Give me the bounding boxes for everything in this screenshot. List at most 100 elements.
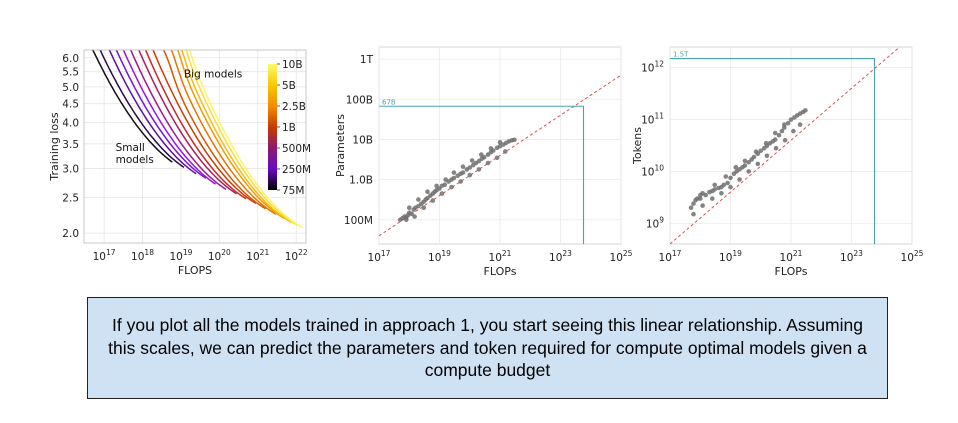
data-point — [782, 122, 787, 127]
projection-line — [379, 105, 585, 244]
y-tick-label: 10B — [352, 134, 373, 146]
y-axis-label: Tokens — [631, 127, 644, 165]
data-point — [479, 152, 484, 157]
data-point — [797, 122, 803, 127]
plot-content-tokens — [670, 47, 901, 244]
data-point — [442, 182, 448, 187]
data-point — [688, 205, 694, 210]
data-point — [458, 179, 463, 184]
data-point — [758, 148, 764, 154]
loss-curve-150M — [108, 50, 197, 175]
x-tick-label: 1020 — [208, 248, 231, 263]
projection-line — [670, 57, 876, 244]
colorbar-label: 5B — [282, 80, 296, 92]
data-point — [691, 201, 696, 206]
data-point — [746, 160, 751, 165]
data-point — [791, 128, 796, 134]
data-point — [443, 177, 449, 182]
data-point — [430, 198, 436, 203]
x-axis-label: FLOPs — [484, 265, 517, 278]
plot-content-params — [379, 74, 621, 244]
y-tick-label: 1.0B — [349, 175, 373, 187]
data-point — [742, 163, 748, 168]
data-point — [764, 153, 770, 159]
loss-curve-500M — [138, 50, 237, 195]
loss-curve-100M — [99, 50, 185, 169]
data-point — [753, 149, 759, 154]
loss-curve-5B — [181, 50, 292, 223]
data-point — [751, 154, 757, 160]
data-point — [763, 140, 769, 146]
loss-curve-200M — [115, 50, 207, 179]
data-point — [488, 146, 494, 151]
x-tick-label: 1017 — [659, 249, 682, 264]
data-point — [773, 145, 779, 151]
data-point — [439, 191, 445, 196]
data-point — [460, 170, 466, 175]
axes-frame-loss — [83, 49, 307, 244]
colorbar-label: 1B — [282, 122, 296, 134]
y-tick-label: 109 — [646, 215, 664, 230]
data-point — [421, 205, 427, 210]
x-tick-label: 1019 — [719, 249, 742, 264]
y-tick-label: 4.5 — [62, 99, 79, 111]
data-point — [710, 196, 715, 201]
loss-curve-3.5B — [177, 50, 285, 220]
data-point — [785, 120, 791, 126]
loss-curve-250M — [122, 50, 217, 185]
data-point — [467, 172, 473, 178]
loss-curve-700M — [144, 50, 247, 200]
loss-curve-2.5B — [170, 50, 277, 215]
data-point — [703, 192, 708, 198]
y-tick-label: 4.0 — [62, 117, 79, 129]
y-tick-label: 100B — [346, 94, 373, 106]
data-point — [416, 197, 421, 202]
data-point — [497, 140, 503, 145]
y-tick-label: 1012 — [641, 60, 664, 75]
colorbar-label: 500M — [282, 143, 311, 155]
y-tick-label: 1010 — [641, 163, 664, 178]
colorbar-label: 10B — [282, 59, 303, 71]
data-point — [404, 217, 409, 223]
data-point — [467, 165, 473, 170]
data-point — [451, 170, 457, 175]
data-point — [723, 174, 729, 179]
y-axis-label: Parameters — [334, 114, 347, 177]
loss-curve-1.5B — [162, 50, 267, 210]
colorbar-label: 2.5B — [282, 101, 306, 113]
x-tick-label: 1019 — [428, 249, 451, 264]
x-tick-label: 1017 — [368, 249, 391, 264]
y-tick-label: 100M — [344, 215, 373, 227]
x-tick-label: 1019 — [169, 248, 192, 263]
x-tick-label: 1023 — [840, 249, 863, 264]
data-point — [733, 165, 739, 170]
data-point — [409, 211, 414, 217]
data-point — [412, 214, 417, 219]
data-point — [737, 177, 742, 182]
fit-line — [670, 47, 901, 244]
data-point — [449, 184, 454, 190]
x-tick-label: 1022 — [285, 248, 308, 263]
x-tick-label: 1023 — [549, 249, 572, 264]
data-point — [776, 132, 782, 138]
data-point — [503, 149, 508, 154]
data-point — [721, 182, 727, 188]
data-point — [451, 175, 457, 181]
data-point — [460, 164, 466, 169]
y-tick-label: 6.0 — [62, 53, 79, 65]
data-point — [481, 155, 487, 160]
data-point — [497, 143, 503, 149]
annotation: models — [116, 154, 154, 166]
y-tick-label: 1011 — [641, 112, 664, 127]
data-point — [772, 130, 778, 136]
loss-curves — [92, 50, 304, 229]
x-tick-label: 1018 — [131, 248, 154, 263]
data-point — [725, 180, 730, 186]
x-tick-label: 1025 — [610, 249, 633, 264]
data-point — [719, 191, 724, 196]
data-point — [700, 203, 705, 208]
y-axis-label: Training loss — [48, 112, 61, 181]
data-point — [712, 182, 717, 188]
x-axis-label: FLOPS — [178, 264, 212, 277]
data-point — [469, 158, 475, 163]
